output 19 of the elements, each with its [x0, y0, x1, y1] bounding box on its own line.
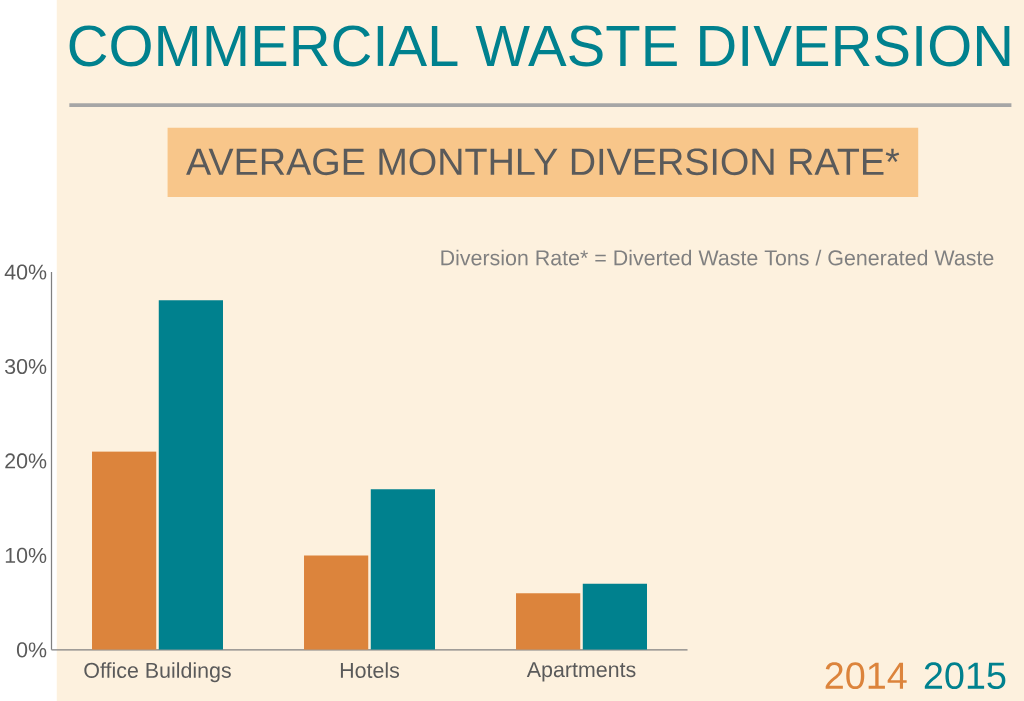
bar [516, 593, 581, 650]
y-tick-label: 30% [5, 358, 47, 375]
bar [304, 555, 369, 650]
y-tick-label: 10% [5, 547, 47, 564]
text: 2014 [825, 662, 907, 690]
bar [158, 300, 223, 650]
y-tick-label: 40% [4, 264, 47, 280]
bar [370, 489, 435, 650]
chart-subtitle: AVERAGE MONTHLY DIVERSION RATE* [186, 148, 900, 176]
text: Diversion Rate* = Diverted Waste Tons / Generated Waste [441, 249, 994, 266]
text: 2015 [924, 662, 1006, 690]
bar [582, 583, 648, 650]
x-tick-label: Hotels [340, 662, 400, 679]
y-tick-label: 20% [5, 453, 47, 469]
x-tick-label: Apartments [526, 662, 636, 682]
chart-title: COMMERCIAL WASTE DIVERSION [69, 25, 1010, 67]
y-tick-label: 0% [16, 642, 47, 658]
bar [92, 451, 157, 650]
x-tick-label: Office Buildings [84, 662, 231, 683]
